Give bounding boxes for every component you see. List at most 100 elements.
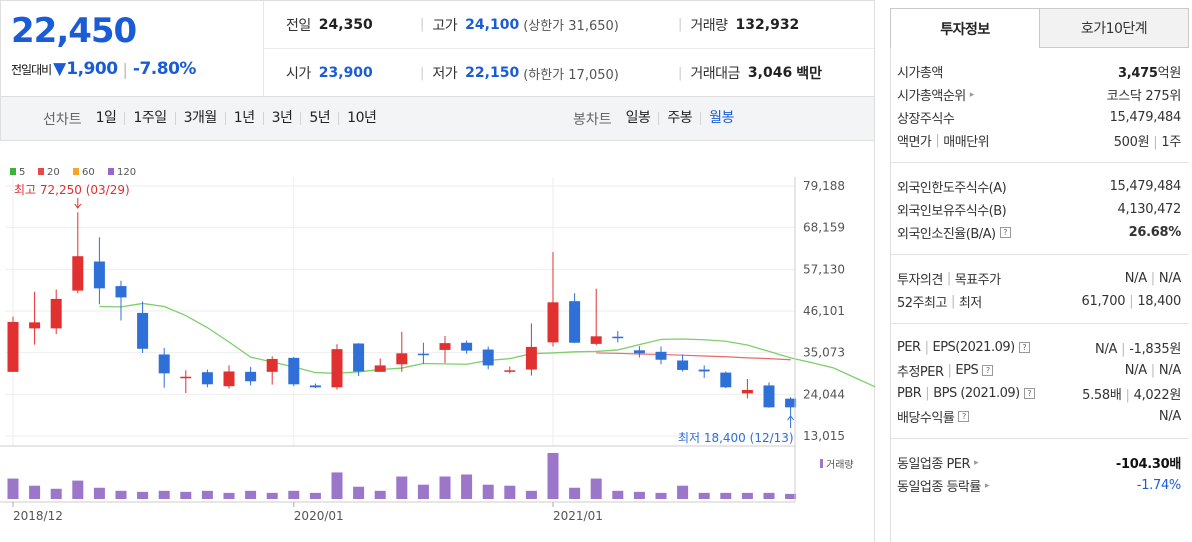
volume-bar — [504, 485, 516, 499]
period-3y[interactable]: 3년 — [264, 111, 302, 125]
volume-bar — [612, 490, 624, 499]
info-value: N/A | N/A — [1125, 271, 1182, 286]
info-value-text: N/A — [1124, 363, 1147, 378]
price-box: 22,450 전일대비 ▼ 1,900 | -7.80% — [0, 0, 263, 97]
info-value: 500원 | 1주 — [1114, 131, 1182, 150]
stock-chart: 5 20 60 120 79,188 68,159 57,130 46,101 35,073 2… — [0, 141, 875, 542]
chart-svg: 5 20 60 120 79,188 68,159 57,130 46,101 35,073 2… — [0, 167, 875, 523]
info-value-text: 18,400 — [1137, 294, 1181, 309]
help-icon[interactable]: ? — [999, 227, 1011, 238]
divider: | — [946, 271, 951, 286]
legend-swatch-120 — [108, 168, 114, 175]
candle-body — [569, 301, 581, 343]
volume-bar — [720, 492, 732, 499]
high-price: | 고가 24,100 (상한가 31,650) — [420, 16, 619, 35]
y-tick-label: 24,044 — [803, 387, 845, 401]
info-row: 동일업종 등락률 ▸ -1.74% — [897, 474, 1181, 497]
volume-bar — [417, 484, 429, 499]
info-key-text: 동일업종 PER — [897, 457, 971, 472]
chart-annotations: 최고 72,250 (03/29) 최저 18,400 (12/13) — [14, 183, 794, 445]
info-value-text: -1.74% — [1136, 478, 1182, 493]
volume-bar — [115, 490, 127, 499]
help-icon[interactable]: ? — [1023, 388, 1035, 399]
info-key-text: EPS(2021.09) — [932, 340, 1015, 355]
candle-body — [374, 365, 386, 372]
info-key: 추정PER | EPS? — [897, 361, 994, 380]
info-value: -104.30배 — [1116, 453, 1181, 472]
candle-body — [137, 312, 149, 349]
candle-body — [180, 376, 192, 379]
candle-weekly[interactable]: 주봉 — [659, 111, 702, 125]
candle-body — [417, 353, 429, 356]
info-value: 15,479,484 — [1109, 110, 1182, 125]
info-key: 시가총액순위 ▸ — [897, 85, 974, 104]
info-key-text: 투자의견 — [897, 273, 943, 288]
volume-bar — [201, 490, 213, 499]
info-row: 배당수익률? N/A — [897, 405, 1181, 428]
candle-body — [245, 371, 257, 382]
tab-order-book[interactable]: 호가10단계 — [1040, 8, 1189, 48]
period-1d[interactable]: 1일 — [88, 111, 126, 125]
chevron-right-icon[interactable]: ▸ — [984, 480, 990, 491]
info-value-text: 1주 — [1161, 135, 1181, 150]
candle-body — [655, 351, 667, 360]
info-key-text: 시가총액순위 — [897, 89, 966, 104]
info-key: PER | EPS(2021.09)? — [897, 340, 1030, 355]
volume-bar — [309, 492, 321, 499]
chart-grid — [5, 177, 795, 446]
chevron-right-icon[interactable]: ▸ — [974, 457, 979, 468]
candle-body — [677, 360, 689, 370]
candle-daily[interactable]: 일봉 — [618, 111, 660, 125]
info-key: 배당수익률? — [897, 407, 970, 426]
candles-group — [7, 212, 797, 416]
info-key: 외국인한도주식수(A) — [897, 177, 1007, 196]
info-row: 외국인한도주식수(A) 15,479,484 — [897, 175, 1181, 198]
candle-monthly[interactable]: 월봉 — [709, 110, 734, 126]
candle-body — [461, 342, 473, 351]
info-value: 26.68% — [1129, 225, 1182, 240]
volume-bar — [50, 488, 62, 499]
period-10y[interactable]: 10년 — [347, 110, 377, 126]
change-label: 전일대비 — [11, 62, 52, 77]
quote-summary: 전일 24,350 | 고가 24,100 (상한가 31,650) | 거래량… — [263, 0, 875, 97]
period-1y[interactable]: 1년 — [226, 111, 264, 125]
volume-legend-swatch — [820, 459, 823, 468]
volume-bar — [785, 493, 797, 499]
volume-bar — [439, 476, 451, 499]
divider: | — [947, 363, 952, 378]
info-key: 투자의견 | 목표주가 — [897, 269, 1001, 288]
help-icon[interactable]: ? — [958, 411, 970, 422]
info-key: 52주최고 | 최저 — [897, 292, 982, 311]
info-key: 상장주식수 — [897, 108, 955, 127]
tab-investment-info[interactable]: 투자정보 — [890, 8, 1040, 48]
info-value-text: 15,479,484 — [1109, 110, 1182, 125]
info-row: 액면가 | 매매단위 500원 | 1주 — [897, 129, 1181, 152]
info-section: PER | EPS(2021.09)? N/A | -1,835원 추정PER | EPS? N/… — [891, 324, 1189, 439]
info-panel: 투자정보 호가10단계 시가총액 3,475억원 시가총액순위 ▸ 코스닥 275위 상장… — [890, 8, 1189, 542]
info-key-text: 52주최고 — [897, 296, 947, 311]
info-value: 4,130,472 — [1118, 202, 1182, 217]
info-key: PBR | BPS (2021.09)? — [897, 386, 1035, 401]
period-1w[interactable]: 1주일 — [125, 111, 176, 125]
period-5y[interactable]: 5년 — [301, 111, 340, 125]
y-tick-label: 13,015 — [803, 429, 845, 443]
open-price: 시가 23,900 — [286, 65, 373, 82]
info-section: 시가총액 3,475억원 시가총액순위 ▸ 코스닥 275위 상장주식수 15,479,48… — [891, 48, 1189, 163]
info-key-text: 외국인소진율(B/A) — [897, 227, 996, 242]
info-row: 상장주식수 15,479,484 — [897, 106, 1181, 129]
legend-swatch-5 — [10, 168, 16, 175]
candle-body — [201, 372, 213, 385]
info-key: 시가총액 — [897, 62, 943, 81]
period-3m[interactable]: 3개월 — [176, 111, 226, 125]
chevron-right-icon[interactable]: ▸ — [969, 89, 975, 100]
help-icon[interactable]: ? — [1018, 342, 1030, 353]
candle-body — [482, 349, 494, 366]
max-arrow-head — [74, 203, 82, 209]
volume-bar — [180, 491, 192, 499]
info-key-text: 상장주식수 — [897, 112, 955, 127]
help-icon[interactable]: ? — [982, 365, 994, 376]
volume-bar — [29, 485, 41, 499]
volume-bar — [698, 492, 710, 499]
candle-body — [353, 343, 365, 372]
info-value-text: -1,835원 — [1129, 342, 1181, 357]
